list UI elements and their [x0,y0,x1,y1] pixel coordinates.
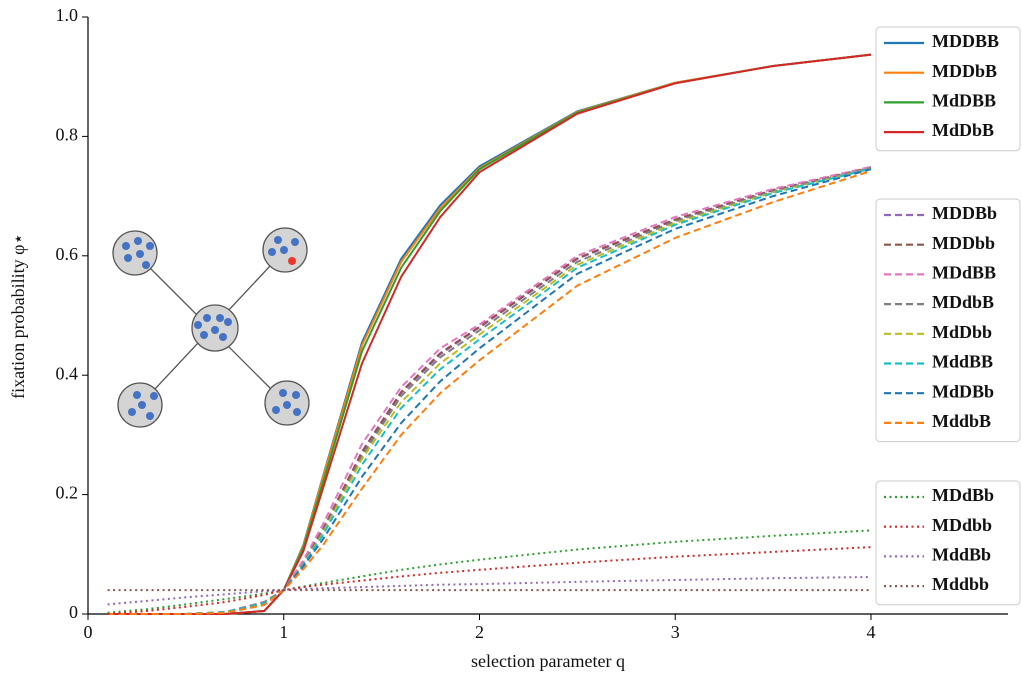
legend-label: MDDbB [932,61,997,81]
network-inset [112,227,310,428]
y-tick-label: 0.2 [56,483,79,503]
series-line [107,166,872,615]
legend-label: MDdBB [932,263,996,283]
x-axis-label: selection parameter q [471,651,625,671]
legend-label: MDdbb [932,515,992,535]
x-tick-label: 0 [84,622,93,642]
x-tick-label: 2 [475,622,484,642]
legend-label: MdDBb [932,381,994,401]
legend-box [875,480,1021,606]
legend-label: Mddbb [932,574,989,594]
y-tick-label: 0.8 [56,125,79,145]
legend-label: MDdbB [932,292,994,312]
legend-label: MDDBb [932,203,997,223]
y-tick-label: 0.6 [56,244,79,264]
y-tick-label: 1.0 [56,5,79,25]
legend-label: MDDbb [932,233,995,253]
legend-label: MddBB [932,352,993,372]
series-line [107,165,872,615]
series-line [107,170,872,615]
y-axis-label: fixation probability φ⋆ [8,233,28,399]
legend-box [875,198,1021,443]
y-tick-label: 0.4 [56,363,79,383]
legend-label: MDDBB [932,31,999,51]
legend-label: MddBb [932,545,991,565]
series-line [107,546,872,615]
x-tick-label: 3 [671,622,680,642]
legend-label: MdDbB [932,120,994,140]
x-tick-label: 4 [866,622,875,642]
x-tick-label: 1 [279,622,288,642]
legend-label: MdDbb [932,322,992,342]
legend-label: MddbB [932,411,991,431]
series-line [107,166,872,615]
legend-label: MDdBb [932,485,994,505]
y-tick-label: 0 [69,602,78,622]
series-line [107,167,872,615]
series-line [107,576,872,606]
legend-label: MdDBB [932,91,996,111]
series-line [107,53,872,615]
series-line [107,529,872,614]
series-line [107,167,872,615]
legend-box [875,26,1021,152]
series-line [107,168,872,615]
series-line [107,167,872,615]
